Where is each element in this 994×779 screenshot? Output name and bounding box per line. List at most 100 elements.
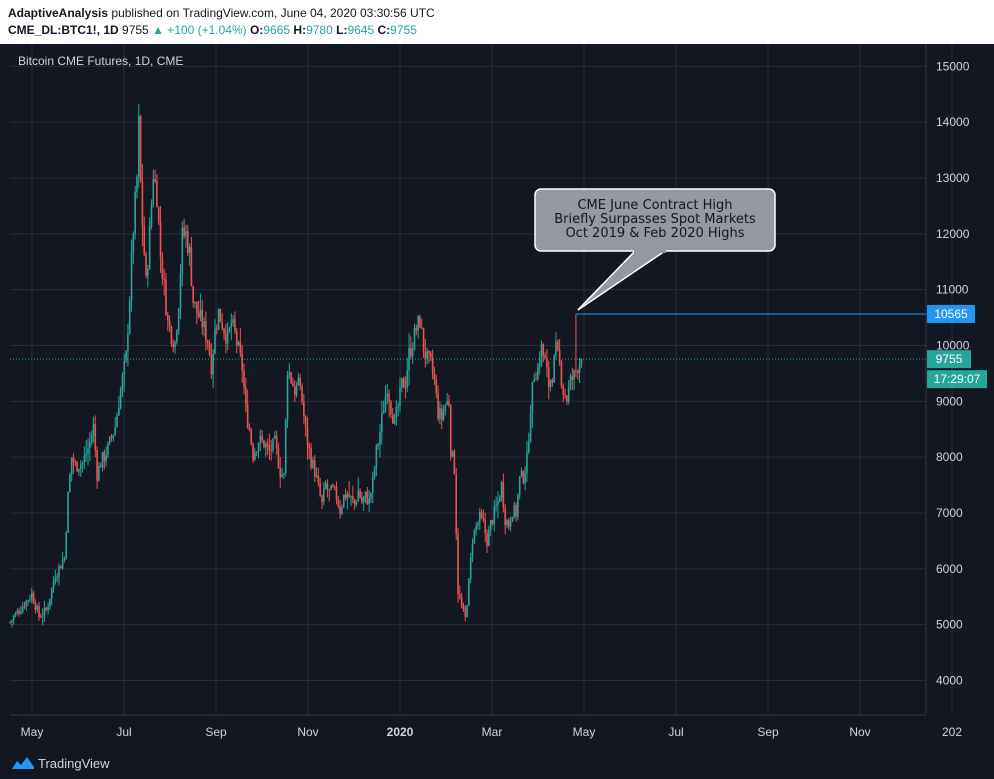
- candle-body: [517, 494, 519, 517]
- candle-body: [375, 445, 378, 468]
- candle-body: [573, 370, 575, 380]
- candle-body: [433, 373, 436, 380]
- candle-body: [41, 615, 44, 618]
- candle-body: [89, 442, 91, 449]
- candle-body: [339, 506, 341, 514]
- candle-body: [390, 401, 392, 415]
- callout-pointer: [577, 250, 668, 311]
- candle-body: [65, 532, 68, 558]
- candle-body: [495, 505, 497, 507]
- candle-body: [132, 233, 135, 253]
- candle-body: [513, 505, 516, 517]
- candle-body: [283, 473, 285, 475]
- candle-body: [250, 429, 253, 445]
- tradingview-logo-icon[interactable]: [12, 756, 34, 769]
- time-tick-label: Sep: [205, 725, 227, 739]
- grid: [10, 44, 953, 714]
- candle-body: [49, 598, 51, 607]
- candle-body: [210, 354, 213, 375]
- callout-text-line: Oct 2019 & Feb 2020 Highs: [565, 226, 744, 241]
- candle-body: [12, 616, 15, 621]
- candle-body: [234, 319, 236, 331]
- candle-body: [270, 450, 272, 452]
- candle-body: [464, 608, 467, 618]
- candle-body: [112, 434, 115, 438]
- candle-body: [310, 447, 312, 468]
- low-value: 9645: [347, 23, 375, 37]
- candle-body: [29, 599, 31, 601]
- candle-body: [139, 116, 142, 181]
- price-tick-label: 14000: [936, 115, 970, 129]
- candle-body: [317, 475, 320, 483]
- candle-body: [266, 443, 269, 446]
- candle-body: [96, 450, 98, 481]
- publish-line: AdaptiveAnalysis published on TradingVie…: [8, 6, 435, 20]
- candle-body: [357, 490, 360, 502]
- candle-body: [518, 476, 521, 495]
- candle-body: [362, 497, 365, 503]
- candle-body: [313, 459, 316, 477]
- candle-body: [87, 448, 89, 454]
- candle-body: [381, 413, 383, 433]
- candle-body: [232, 319, 234, 324]
- candle-body: [508, 520, 510, 527]
- candle-body: [281, 474, 283, 477]
- candle-body: [30, 592, 33, 600]
- author-name[interactable]: AdaptiveAnalysis: [8, 6, 109, 20]
- candle-body: [110, 436, 113, 438]
- candle-body: [448, 401, 450, 406]
- candle-body: [538, 364, 541, 367]
- time-tick-label: Jul: [668, 725, 683, 739]
- candle-body: [18, 610, 20, 614]
- candle-body: [549, 380, 552, 388]
- candle-body: [16, 610, 19, 614]
- price-tick-label: 6000: [936, 562, 963, 576]
- candle-body: [531, 381, 534, 415]
- candle-body: [203, 321, 205, 328]
- candle-body: [255, 451, 258, 453]
- candle-body: [119, 389, 122, 408]
- candle-body: [76, 462, 78, 472]
- candle-body: [480, 512, 483, 518]
- symbol-label: CME_DL:BTC1!, 1D: [8, 23, 119, 37]
- candle-body: [444, 404, 447, 412]
- candle-body: [353, 499, 356, 505]
- candle-body: [290, 372, 292, 383]
- candle-body: [567, 387, 570, 402]
- candle-body: [430, 353, 432, 358]
- candle-body: [105, 455, 107, 461]
- candle-body: [359, 490, 361, 498]
- high-key: H:: [293, 23, 307, 37]
- tradingview-brand[interactable]: TradingView: [38, 756, 110, 771]
- candle-body: [123, 360, 126, 375]
- candle-body: [245, 387, 247, 404]
- callout-text-line: Briefly Surpasses Spot Markets: [554, 212, 756, 227]
- candle-body: [544, 355, 546, 359]
- candle-body: [199, 309, 202, 318]
- candle-body: [116, 415, 118, 428]
- candle-body: [174, 342, 176, 348]
- candle-body: [83, 455, 86, 463]
- candle-body: [324, 483, 327, 489]
- candle-body: [279, 468, 282, 477]
- candle-body: [47, 606, 49, 611]
- candle-body: [397, 406, 399, 408]
- candle-body: [59, 565, 62, 569]
- candle-body: [330, 485, 332, 491]
- candle-body: [475, 525, 477, 531]
- candle-body: [373, 467, 376, 477]
- price-tick-label: 5000: [936, 618, 963, 632]
- candle-body: [337, 499, 340, 507]
- candle-body: [419, 316, 421, 328]
- candle-body: [391, 414, 394, 424]
- candle-body: [469, 557, 472, 579]
- candle-body: [466, 605, 468, 618]
- candle-body: [286, 374, 289, 420]
- candle-body: [293, 386, 296, 396]
- candle-body: [402, 378, 405, 388]
- price-tick-label: 15000: [936, 59, 970, 73]
- candle-body: [506, 520, 508, 526]
- candle-body: [9, 621, 11, 623]
- footer: TradingView: [0, 746, 994, 779]
